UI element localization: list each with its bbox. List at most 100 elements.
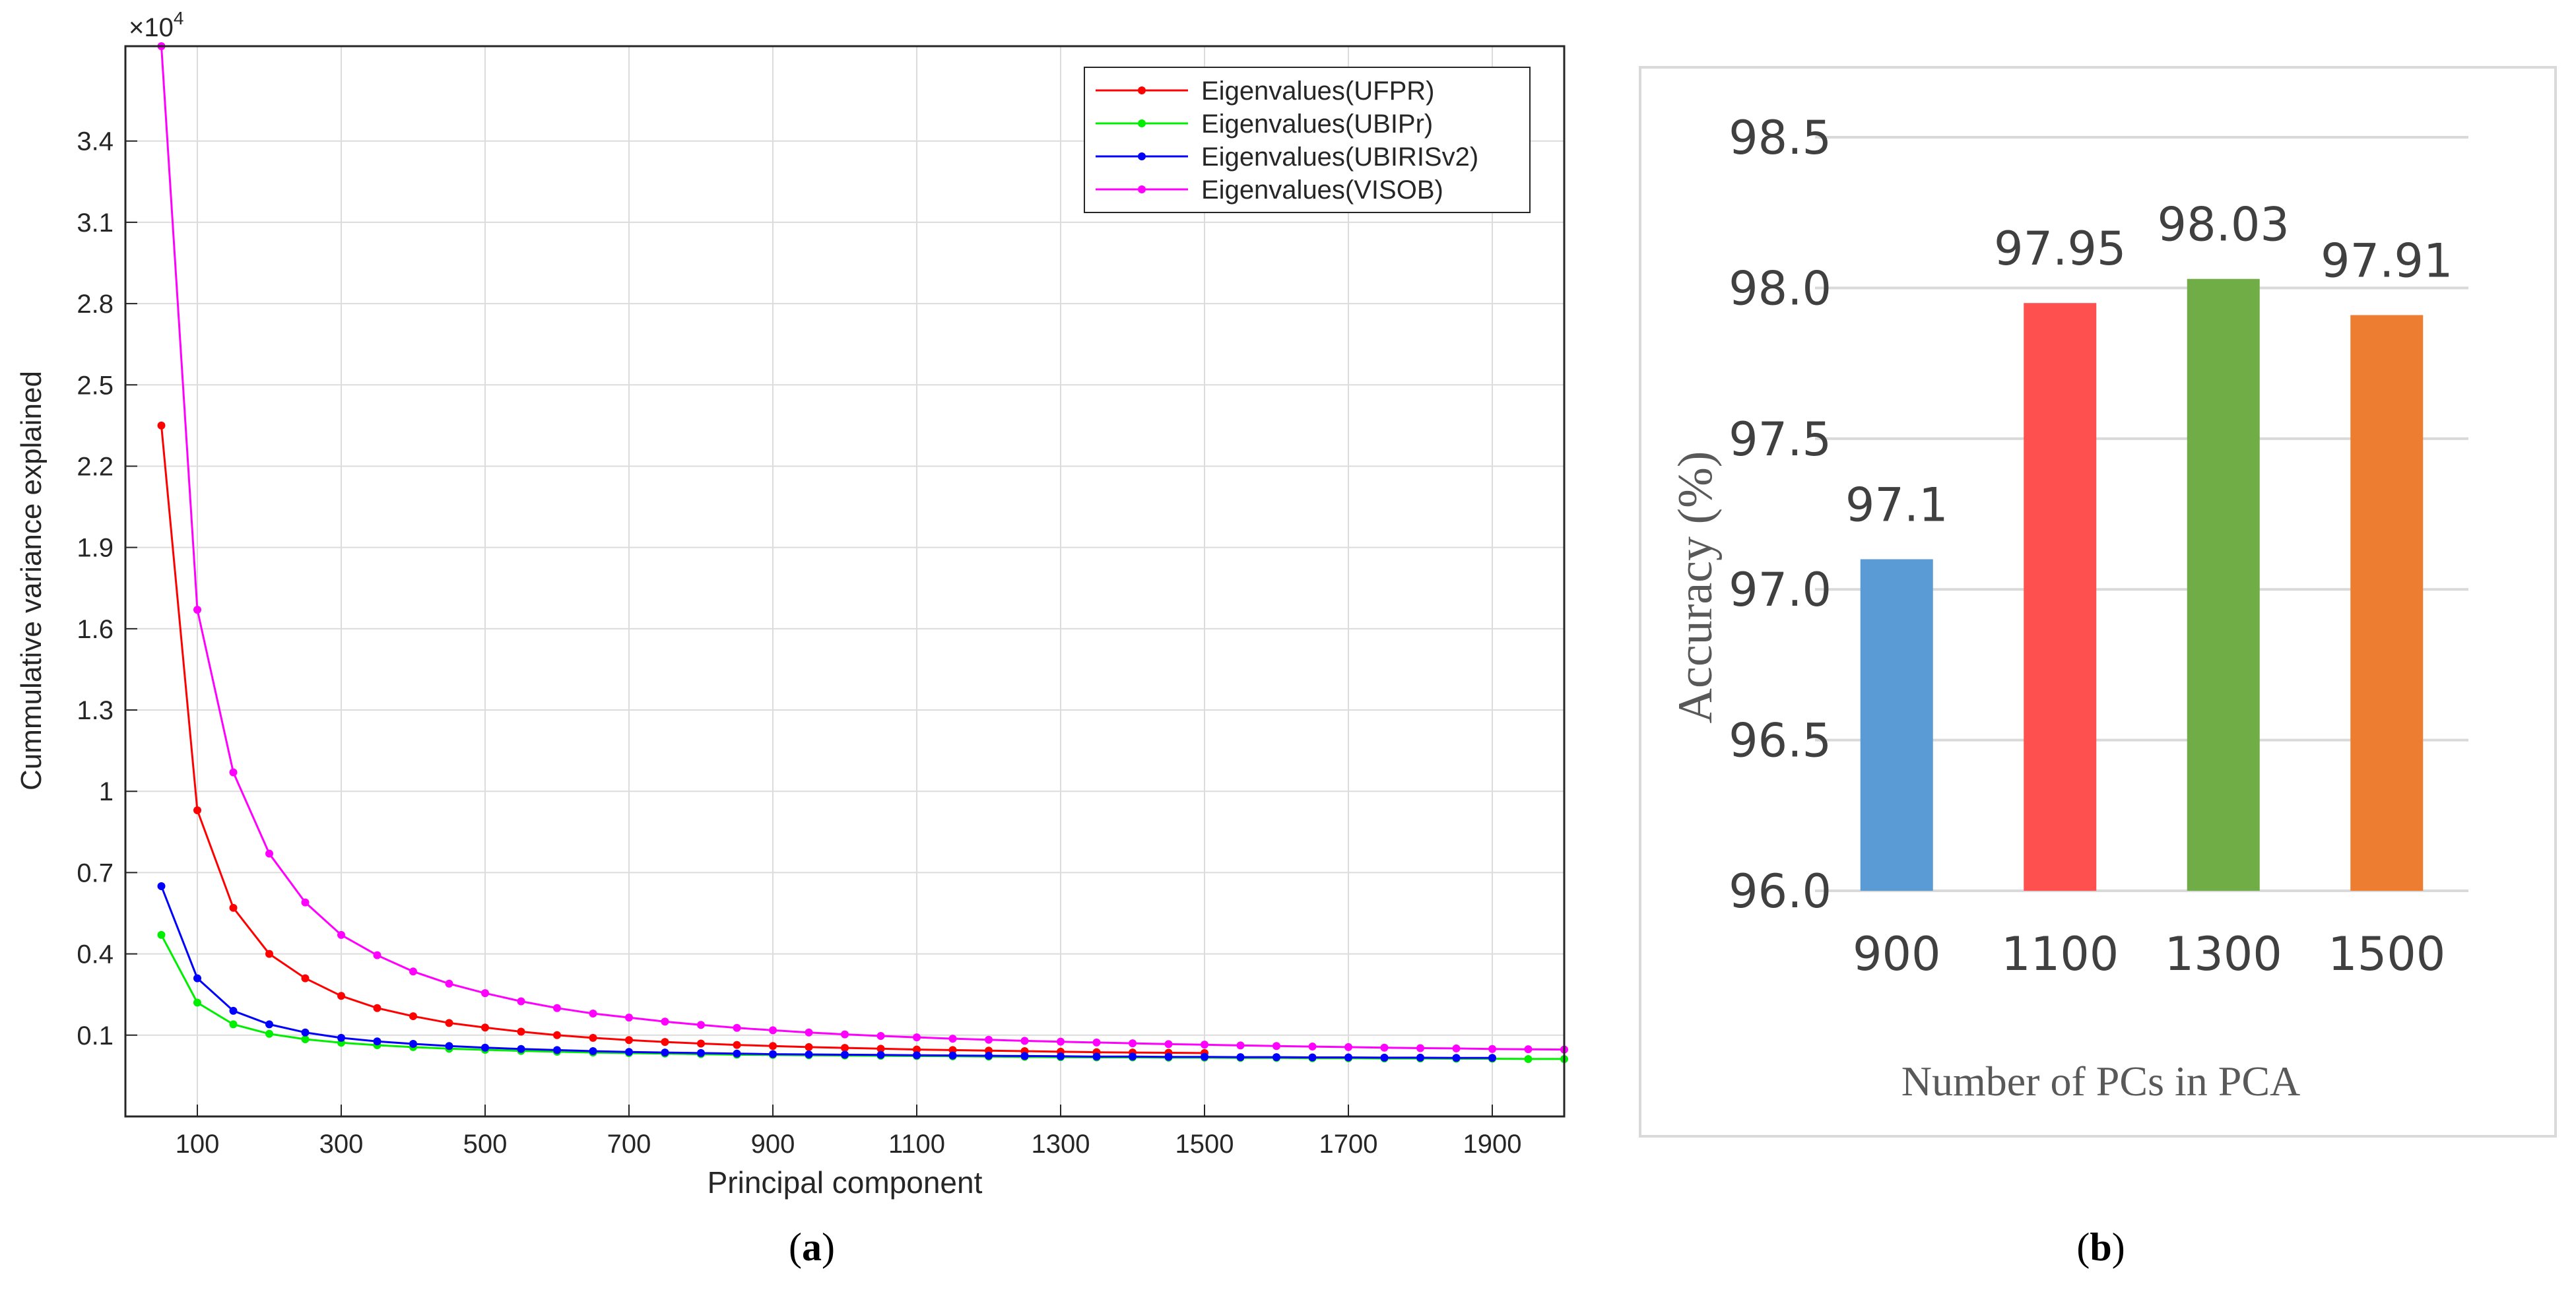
data-point	[157, 930, 166, 939]
caption-close-paren: )	[2112, 1225, 2125, 1269]
data-point	[445, 1019, 453, 1027]
bar-value-label: 97.95	[1994, 222, 2126, 276]
data-point	[445, 979, 453, 988]
legend-item: Eigenvalues(UFPR)	[1096, 77, 1434, 106]
y-tick-label: 0.1	[77, 1021, 114, 1050]
data-point	[1524, 1054, 1533, 1063]
data-point	[769, 1042, 777, 1050]
data-point	[697, 1039, 705, 1048]
y-tick-label: 3.1	[77, 209, 114, 238]
data-point	[373, 1004, 381, 1012]
data-point	[733, 1041, 741, 1049]
data-point	[1488, 1045, 1496, 1053]
bar-value-label: 97.91	[2321, 234, 2453, 288]
data-point	[1344, 1053, 1352, 1062]
legend-items: Eigenvalues(UFPR) Eigenvalues(UBIPr) Eigen…	[1096, 77, 1478, 205]
y-tick-label: 98.0	[1729, 261, 1832, 315]
data-point	[733, 1023, 741, 1032]
data-point	[1452, 1054, 1461, 1062]
y-tick-label: 96.0	[1729, 864, 1832, 919]
caption-open-paren: (	[2076, 1225, 2090, 1269]
legend-marker	[1138, 119, 1146, 127]
panel-a-line-chart: 100 300 500 700 900 1100 1300 1500 1700 1900 0.1 0.…	[15, 8, 1568, 1269]
data-point	[805, 1028, 813, 1037]
data-point	[1129, 1052, 1137, 1061]
data-point	[229, 1006, 238, 1015]
bar-value-label: 97.1	[1845, 478, 1948, 532]
series-line	[160, 425, 1205, 1054]
data-point	[1092, 1052, 1101, 1061]
series-eigenvalues-ubirisv2	[157, 882, 1496, 1062]
data-point	[841, 1030, 849, 1039]
bar	[2350, 315, 2424, 891]
data-point	[913, 1045, 921, 1054]
y-tick-label: 1.3	[77, 696, 114, 725]
y-tick-label: 0.4	[77, 940, 114, 969]
data-point	[948, 1035, 957, 1043]
data-point	[301, 1028, 310, 1037]
data-point	[985, 1052, 993, 1060]
data-point	[193, 998, 201, 1007]
data-point	[517, 1045, 525, 1053]
data-point	[697, 1048, 705, 1057]
data-point	[876, 1045, 885, 1053]
data-point	[985, 1035, 993, 1044]
data-point	[1020, 1052, 1029, 1060]
data-point	[625, 1036, 633, 1045]
series-eigenvalues-ufpr	[157, 421, 1208, 1057]
series-line	[160, 46, 1565, 1051]
series-line	[160, 886, 1492, 1059]
data-point	[1201, 1052, 1208, 1061]
panel-b-y-axis-label: Accuracy (%)	[1668, 451, 1723, 724]
data-point	[1201, 1041, 1208, 1049]
y-tick-label: 2.5	[77, 371, 114, 400]
data-point	[481, 1043, 489, 1052]
legend-label: Eigenvalues(UFPR)	[1201, 77, 1434, 106]
panel-a-caption: (a)	[789, 1225, 835, 1269]
data-point	[769, 1026, 777, 1035]
data-point	[1380, 1043, 1389, 1052]
bar	[2024, 303, 2097, 891]
data-point	[265, 849, 273, 858]
data-point	[913, 1051, 921, 1060]
panel-b-caption: (b)	[2076, 1225, 2125, 1269]
data-point	[1164, 1040, 1173, 1048]
data-point	[1308, 1053, 1317, 1062]
legend-item: Eigenvalues(VISOB)	[1096, 176, 1443, 205]
x-tick-label: 900	[1853, 927, 1941, 981]
panel-b-bar-chart: 97.1 97.95 98.03 97.91 96.0 96.5 97.0 97.5 98.0…	[1639, 66, 2557, 1269]
x-tick-label: 1500	[2328, 927, 2445, 981]
data-point	[229, 1020, 238, 1029]
y-tick-label: 97.0	[1729, 563, 1832, 617]
y-tick-label: 0.7	[77, 858, 114, 887]
x-tick-label: 1500	[1175, 1130, 1234, 1159]
panel-a-series	[157, 42, 1568, 1063]
data-point	[1416, 1053, 1424, 1062]
panel-a-plot-frame	[124, 45, 1566, 1118]
x-tick-label: 900	[751, 1130, 795, 1159]
data-point	[373, 1037, 381, 1046]
bar-value-label: 98.03	[2158, 198, 2290, 252]
data-point	[1272, 1053, 1280, 1062]
data-point	[1524, 1045, 1533, 1054]
data-point	[193, 606, 201, 614]
data-point	[1488, 1054, 1496, 1062]
data-point	[1452, 1044, 1461, 1052]
legend-marker	[1138, 185, 1146, 193]
data-point	[661, 1048, 669, 1057]
data-point	[553, 1046, 561, 1054]
data-point	[1129, 1039, 1137, 1048]
data-point	[1020, 1037, 1029, 1045]
data-point	[841, 1050, 849, 1059]
bar	[2187, 278, 2260, 891]
data-point	[769, 1050, 777, 1058]
data-point	[337, 992, 345, 1000]
x-tick-label: 300	[319, 1130, 364, 1159]
panel-a-grid	[125, 46, 1564, 1116]
panel-a-legend: Eigenvalues(UFPR) Eigenvalues(UBIPr) Eigen…	[1084, 67, 1531, 213]
panel-b-bars: 97.1 97.95 98.03 97.91	[1845, 198, 2453, 891]
x-tick-label: 1700	[1319, 1130, 1378, 1159]
caption-open-paren: (	[789, 1225, 802, 1269]
x-tick-label: 1300	[2165, 927, 2282, 981]
